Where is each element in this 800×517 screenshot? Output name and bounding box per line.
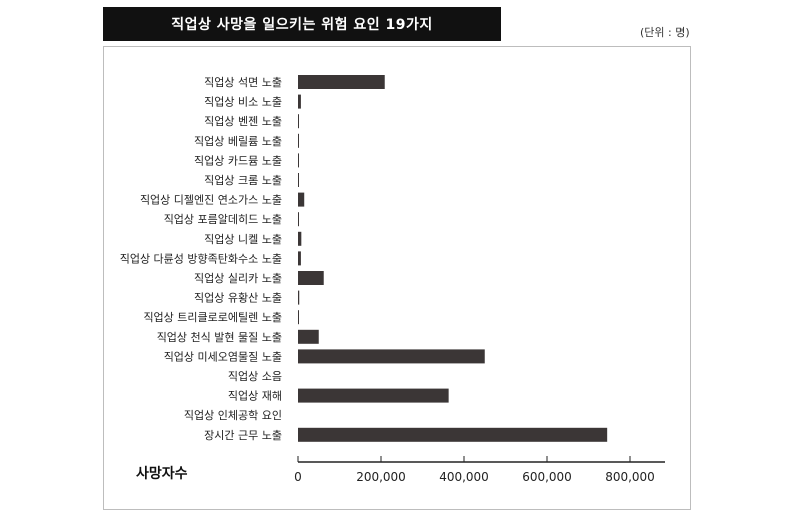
category-label: 직업상 트리클로로에틸렌 노출 [143, 311, 282, 324]
category-label: 직업상 유황산 노출 [194, 292, 282, 305]
bar [298, 310, 299, 325]
category-label: 직업상 실리카 노출 [194, 272, 282, 285]
bar [298, 192, 305, 207]
x-tick-label: 800,000 [605, 470, 655, 484]
category-label: 직업상 미세오염물질 노출 [164, 350, 282, 363]
category-label: 직업상 디젤엔진 연소가스 노출 [140, 194, 282, 207]
category-label: 직업상 천식 발현 물질 노출 [157, 330, 282, 344]
category-label: 직업상 비소 노출 [204, 96, 282, 109]
x-tick-label: 400,000 [439, 470, 489, 484]
category-label: 직업상 크롬 노출 [204, 174, 282, 187]
bar [298, 329, 319, 344]
category-label: 직업상 석면 노출 [204, 76, 282, 89]
bar [298, 133, 299, 148]
bar [298, 94, 301, 109]
x-tick-label: 0 [294, 470, 302, 484]
bar [298, 251, 301, 266]
category-label: 직업상 포름알데히드 노출 [164, 212, 282, 226]
bar [298, 173, 299, 187]
category-label: 직업상 소음 [228, 370, 282, 383]
bar [298, 427, 608, 442]
bar [298, 271, 324, 285]
category-label: 직업상 재해 [228, 389, 282, 403]
category-label: 직업상 니켈 노출 [204, 233, 282, 246]
category-label: 직업상 베릴륨 노출 [194, 135, 282, 148]
x-tick-label: 600,000 [522, 470, 572, 484]
x-tick-label: 200,000 [356, 470, 406, 484]
bar [298, 212, 299, 227]
category-label: 장시간 근무 노출 [204, 429, 282, 442]
category-label: 직업상 다륜성 방향족탄화수소 노출 [120, 252, 282, 265]
category-label: 직업상 카드뮴 노출 [194, 154, 282, 167]
unit-label: (단위 : 명) [640, 26, 690, 39]
bar [298, 388, 449, 403]
bar [298, 290, 300, 305]
category-label: 직업상 인체공학 요인 [184, 409, 282, 422]
category-label: 직업상 벤젠 노출 [204, 115, 282, 128]
bar [298, 231, 302, 246]
x-axis-title: 사망자수 [136, 466, 188, 482]
chart-title: 직업상 사망을 일으키는 위험 요인 19가지 [103, 7, 501, 41]
chart-frame [103, 46, 691, 510]
bar [298, 114, 299, 129]
bar [298, 349, 485, 364]
bar [298, 153, 299, 168]
bar [298, 75, 385, 89]
